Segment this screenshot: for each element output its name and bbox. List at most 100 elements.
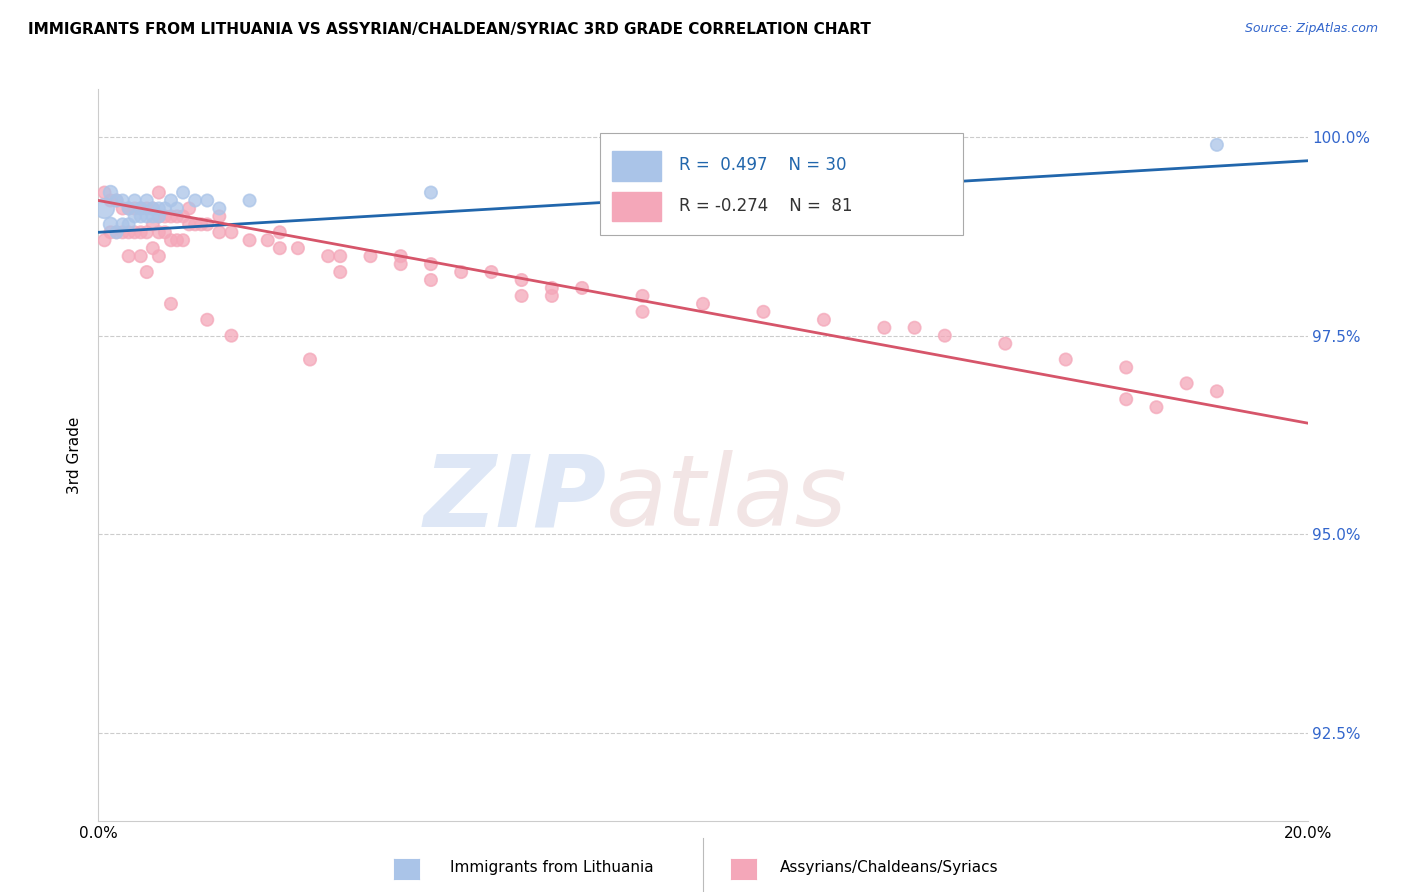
Text: Assyrians/Chaldeans/Syriacs: Assyrians/Chaldeans/Syriacs xyxy=(780,860,998,874)
Point xyxy=(195,218,218,232)
Point xyxy=(100,186,122,200)
Point xyxy=(124,202,146,216)
Point xyxy=(148,210,170,224)
Point xyxy=(269,241,291,255)
Point xyxy=(142,202,165,216)
Point xyxy=(1115,360,1137,375)
Point xyxy=(571,281,593,295)
Point xyxy=(135,265,157,279)
Point xyxy=(221,328,243,343)
Point xyxy=(239,233,262,247)
Point xyxy=(1206,137,1229,152)
Point xyxy=(118,225,141,239)
Point xyxy=(316,249,339,263)
Point xyxy=(105,194,128,208)
Point xyxy=(135,202,157,216)
Point xyxy=(148,186,170,200)
Point xyxy=(118,202,141,216)
Point xyxy=(148,210,170,224)
Point xyxy=(1054,352,1077,367)
Point xyxy=(190,218,212,232)
Point xyxy=(142,210,165,224)
Point xyxy=(100,225,122,239)
Point xyxy=(420,257,443,271)
Point xyxy=(510,289,533,303)
Point xyxy=(153,202,176,216)
Text: ZIP: ZIP xyxy=(423,450,606,548)
Point xyxy=(111,202,134,216)
Point xyxy=(153,210,176,224)
Point xyxy=(172,210,194,224)
Point xyxy=(160,210,183,224)
Point xyxy=(100,194,122,208)
Y-axis label: 3rd Grade: 3rd Grade xyxy=(67,417,83,493)
Point xyxy=(111,194,134,208)
Point xyxy=(142,218,165,232)
Point xyxy=(631,305,654,319)
Point xyxy=(93,233,115,247)
Point xyxy=(1115,392,1137,407)
Point xyxy=(934,328,956,343)
Point xyxy=(994,336,1017,351)
Point xyxy=(256,233,278,247)
Point xyxy=(111,218,134,232)
Point xyxy=(100,218,122,232)
Point xyxy=(135,210,157,224)
Point xyxy=(510,273,533,287)
Point xyxy=(329,265,352,279)
Point xyxy=(873,169,896,184)
Point xyxy=(389,257,412,271)
Point xyxy=(420,273,443,287)
Point xyxy=(540,281,562,295)
Point xyxy=(148,202,170,216)
Point xyxy=(221,225,243,239)
Point xyxy=(124,210,146,224)
Point xyxy=(287,241,309,255)
Point xyxy=(129,210,152,224)
Point xyxy=(208,202,231,216)
Point xyxy=(111,225,134,239)
FancyBboxPatch shape xyxy=(600,133,963,235)
Point xyxy=(166,210,188,224)
Point xyxy=(135,225,157,239)
Text: R = -0.274    N =  81: R = -0.274 N = 81 xyxy=(679,197,852,215)
Point xyxy=(172,186,194,200)
Text: atlas: atlas xyxy=(606,450,848,548)
Point xyxy=(1175,376,1198,391)
Text: IMMIGRANTS FROM LITHUANIA VS ASSYRIAN/CHALDEAN/SYRIAC 3RD GRADE CORRELATION CHAR: IMMIGRANTS FROM LITHUANIA VS ASSYRIAN/CH… xyxy=(28,22,870,37)
Point xyxy=(873,320,896,334)
Point xyxy=(1206,384,1229,399)
Point xyxy=(329,249,352,263)
Point xyxy=(118,218,141,232)
Point xyxy=(124,194,146,208)
Point xyxy=(208,225,231,239)
Point xyxy=(105,225,128,239)
Point xyxy=(184,218,207,232)
Point xyxy=(129,202,152,216)
Point xyxy=(142,241,165,255)
Point xyxy=(420,186,443,200)
Point xyxy=(360,249,382,263)
Point xyxy=(118,249,141,263)
Point xyxy=(148,225,170,239)
Point xyxy=(269,225,291,239)
Point xyxy=(129,225,152,239)
FancyBboxPatch shape xyxy=(613,192,661,221)
Point xyxy=(124,225,146,239)
Point xyxy=(129,249,152,263)
Point xyxy=(208,210,231,224)
Point xyxy=(166,233,188,247)
Point xyxy=(160,194,183,208)
Point xyxy=(389,249,412,263)
Point xyxy=(172,233,194,247)
Point xyxy=(540,289,562,303)
Point xyxy=(195,312,218,326)
Point xyxy=(631,289,654,303)
Point xyxy=(129,202,152,216)
Point xyxy=(105,194,128,208)
Point xyxy=(179,218,201,232)
Point xyxy=(160,233,183,247)
Point xyxy=(481,265,503,279)
FancyBboxPatch shape xyxy=(613,152,661,180)
Point xyxy=(105,225,128,239)
